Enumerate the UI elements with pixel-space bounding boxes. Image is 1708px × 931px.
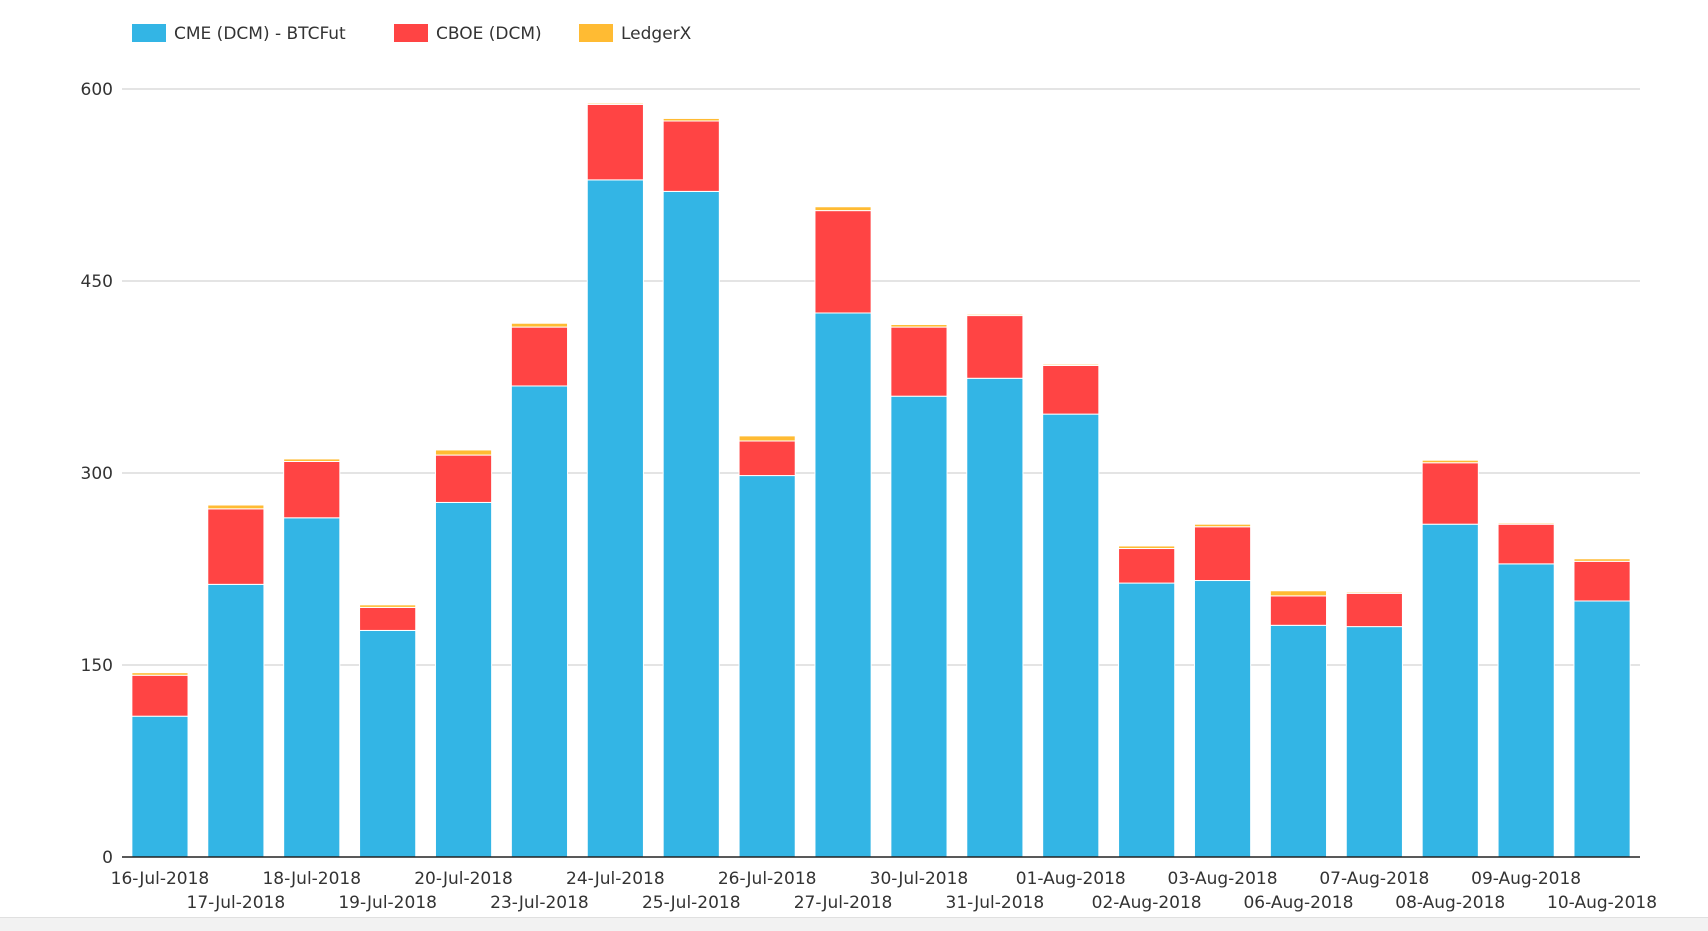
bar-segment (662, 120, 720, 192)
x-tick-label: 03-Aug-2018 (1168, 869, 1278, 889)
x-tick-label: 18-Jul-2018 (262, 869, 361, 889)
bar-segment (510, 385, 569, 858)
bar-segment (510, 326, 569, 387)
bar-segment (1421, 462, 1479, 525)
bar-segment (966, 313, 1024, 317)
x-tick-label: 08-Aug-2018 (1395, 893, 1505, 913)
bar-segment (1193, 526, 1252, 582)
bar-segment (890, 324, 948, 328)
bar-segment (131, 715, 189, 858)
bar-segment (359, 606, 417, 631)
bar-segment (283, 458, 341, 462)
x-tick-label: 09-Aug-2018 (1471, 869, 1581, 889)
bar-segment (131, 674, 189, 717)
bar-segment (207, 504, 265, 510)
x-tick-label: 27-Jul-2018 (794, 893, 893, 913)
bar-segment (434, 449, 493, 456)
x-tick-label: 17-Jul-2018 (187, 893, 286, 913)
bar-segment (1573, 560, 1631, 602)
bar-segment (738, 435, 796, 442)
bar-segment (1345, 626, 1403, 858)
bar-segment (1497, 523, 1555, 565)
bar-segment (738, 475, 796, 858)
bar-segment (207, 583, 265, 858)
bar-segment (283, 517, 341, 858)
legend-swatch (394, 24, 428, 42)
bar-segment (1042, 363, 1100, 366)
bar-segment (510, 322, 569, 328)
bar-segment (586, 103, 644, 181)
bar-segment (1118, 545, 1176, 550)
bar-segment (814, 312, 872, 858)
y-axis-ticks: 0 150 300 450 600 (81, 80, 113, 868)
bar-segment (1042, 413, 1100, 858)
bar-segment (434, 501, 493, 858)
bar-segment (207, 508, 265, 585)
x-tick-label: 19-Jul-2018 (338, 893, 437, 913)
x-tick-label: 02-Aug-2018 (1092, 893, 1202, 913)
bar-segment (966, 315, 1024, 379)
legend: CME (DCM) - BTCFut CBOE (DCM) LedgerX (132, 24, 692, 44)
legend-swatch (579, 24, 613, 42)
x-tick-label: 26-Jul-2018 (718, 869, 817, 889)
y-tick-label: 0 (102, 848, 113, 868)
bar-segment (1269, 624, 1328, 858)
x-tick-label: 24-Jul-2018 (566, 869, 665, 889)
x-tick-label: 25-Jul-2018 (642, 893, 741, 913)
bar-segment (1497, 522, 1555, 525)
bar-segment (359, 629, 417, 858)
bar-segment (1497, 563, 1555, 858)
bar-segment (359, 604, 417, 608)
bar-segment (1042, 364, 1100, 415)
bar-segment (814, 206, 872, 212)
bar-segment (1193, 523, 1252, 528)
bar-segment (738, 440, 796, 477)
legend-label: LedgerX (621, 24, 692, 44)
x-tick-label: 30-Jul-2018 (870, 869, 969, 889)
x-tick-label: 06-Aug-2018 (1243, 893, 1353, 913)
x-tick-label: 07-Aug-2018 (1319, 869, 1429, 889)
bar-segment (1345, 591, 1403, 594)
bar-segment (1269, 590, 1328, 597)
bar-segment (1345, 592, 1403, 628)
bar-segment (890, 395, 948, 858)
bar-segment (1573, 558, 1631, 562)
x-tick-label: 01-Aug-2018 (1016, 869, 1126, 889)
x-tick-label: 23-Jul-2018 (490, 893, 589, 913)
y-tick-label: 600 (81, 80, 113, 100)
y-tick-label: 300 (81, 464, 113, 484)
bar-segment (966, 377, 1024, 858)
bars (131, 102, 1631, 858)
bar-segment (662, 117, 720, 122)
scroll-strip (0, 917, 1708, 931)
bar-segment (890, 326, 948, 397)
legend-swatch (132, 24, 166, 42)
y-tick-label: 450 (81, 272, 113, 292)
x-tick-label: 10-Aug-2018 (1547, 893, 1657, 913)
legend-label: CBOE (DCM) (436, 24, 542, 44)
bar-segment (1421, 523, 1479, 858)
x-tick-label: 31-Jul-2018 (946, 893, 1045, 913)
bar-segment (1573, 600, 1631, 858)
bar-segment (283, 460, 341, 519)
bar-segment (1193, 580, 1252, 858)
bar-segment (1118, 548, 1176, 584)
bar-segment (131, 672, 189, 676)
bar-segment (586, 102, 644, 105)
bar-segment (1421, 459, 1479, 464)
x-axis-ticks: 16-Jul-2018 17-Jul-2018 18-Jul-2018 19-Jul-… (111, 869, 1657, 913)
bar-segment (586, 179, 644, 858)
bar-segment (434, 454, 493, 503)
bar-segment (662, 190, 720, 858)
gridlines (122, 88, 1640, 666)
x-tick-label: 16-Jul-2018 (111, 869, 210, 889)
bar-segment (814, 210, 872, 314)
y-tick-label: 150 (81, 656, 113, 676)
x-tick-label: 20-Jul-2018 (414, 869, 513, 889)
bar-segment (1269, 595, 1328, 626)
legend-label: CME (DCM) - BTCFut (174, 24, 346, 44)
bar-segment (1118, 582, 1176, 858)
